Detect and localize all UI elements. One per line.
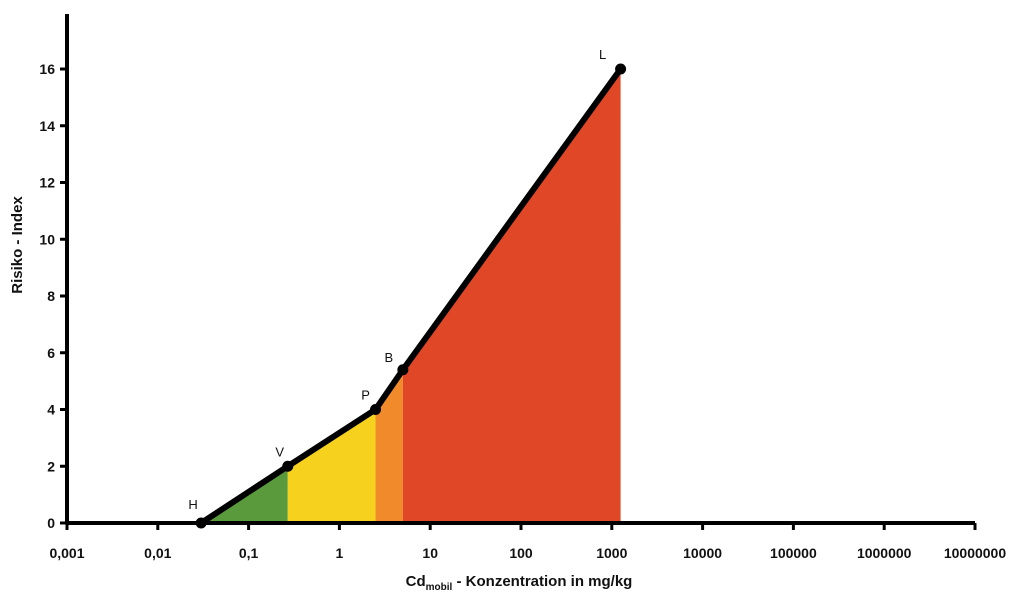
point-label-p: P [361,388,370,403]
risk-series [195,63,627,529]
x-tick-label: 1 [336,545,344,561]
y-tick-label: 16 [39,61,55,77]
point-labels: H V P B L [188,47,606,512]
y-tick-label: 2 [47,458,55,474]
y-tick-label: 8 [47,288,55,304]
point-label-b: B [385,350,394,365]
point-v [282,460,294,472]
point-label-l: L [599,47,606,62]
x-axis-title-main: Cd [406,573,426,590]
point-p [370,404,382,415]
point-label-v: V [275,444,284,459]
x-tick-label: 0,1 [239,545,259,561]
y-tick-label: 0 [47,515,55,531]
y-tick-label: 12 [39,175,55,191]
risk-regions [201,69,621,523]
y-axis-title: Risiko - Index [9,196,26,294]
y-tick-label: 10 [39,231,55,247]
x-tick-label: 10 [422,545,438,561]
x-tick-label: 100000 [770,545,817,561]
x-tick-label: 100 [509,545,533,561]
point-h [195,517,207,529]
risk-region-2 [375,369,403,523]
x-axis-title: Cdmobil - Konzentration in mg/kg [406,573,633,593]
y-tick-label: 14 [39,118,55,134]
x-axis-ticks: 0,001 0,01 0,1 1 10 100 1000 10000 100000 1000000… [49,523,1006,561]
y-tick-label: 4 [47,402,55,418]
x-axis-title-rest: - Konzentration in mg/kg [452,573,632,590]
x-tick-label: 0,001 [49,545,84,561]
x-tick-label: 1000 [596,545,627,561]
x-axis-title-subscript: mobil [426,582,453,593]
point-label-h: H [188,497,197,512]
point-l [615,63,627,75]
x-tick-label: 10000000 [944,545,1007,561]
y-tick-label: 6 [47,345,55,361]
x-tick-label: 10000 [683,545,722,561]
x-tick-label: 0,01 [144,545,171,561]
x-tick-label: 1000000 [857,545,912,561]
risk-region-1 [287,409,376,523]
point-b [397,364,409,376]
risk-region-3 [402,69,621,523]
y-axis-ticks: 0 2 4 6 8 10 12 14 16 [39,61,67,531]
